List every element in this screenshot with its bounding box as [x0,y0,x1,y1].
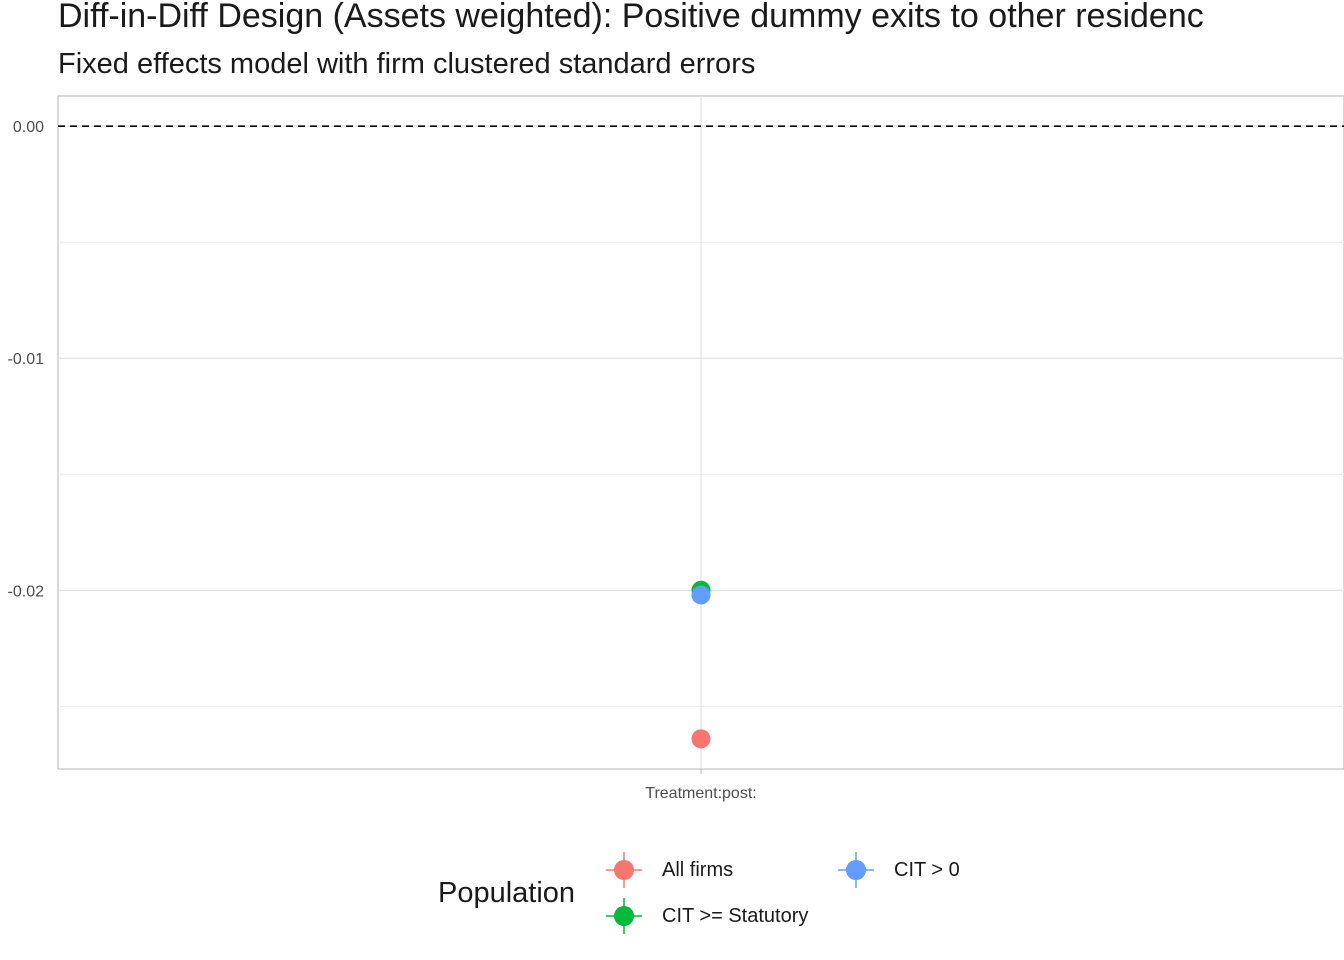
legend-title: Population [438,877,576,909]
major-gridlines [58,96,1344,769]
legend: Population All firms CIT > 0 CIT >= Stat… [438,842,1038,952]
legend-key-cit-positive [838,852,874,888]
legend-label-cit-positive: CIT > 0 [894,859,960,881]
data-points [691,580,711,749]
legend-key-dot [614,860,634,880]
legend-key-dot [614,906,634,926]
chart-title: Diff-in-Diff Design (Assets weighted): P… [58,0,1204,35]
chart-subtitle: Fixed effects model with firm clustered … [58,48,756,80]
x-axis-ticks: Treatment:post: [645,769,757,802]
y-tick-label: 0.00 [13,119,44,136]
legend-label-cit-statutory: CIT >= Statutory [662,905,809,927]
point-all-firms [691,729,711,749]
y-axis-ticks: 0.00 -0.01 -0.02 [8,119,45,600]
legend-key-dot [846,860,866,880]
x-tick-label: Treatment:post: [645,785,756,802]
legend-key-all-firms [606,852,642,888]
legend-key-cit-statutory [606,898,642,934]
y-tick-label: -0.01 [8,351,45,368]
point-cit-0 [691,585,711,605]
legend-label-all-firms: All firms [662,859,734,881]
y-tick-label: -0.02 [8,583,45,600]
